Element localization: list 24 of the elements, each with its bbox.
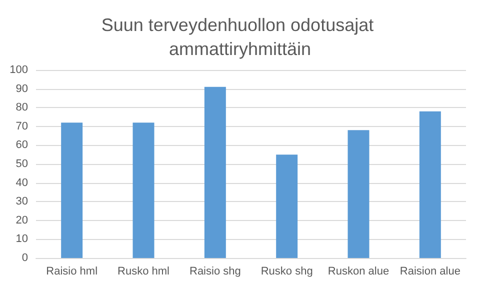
y-tick-label: 60 (16, 139, 28, 152)
x-tick-label: Ruskon alue (328, 266, 390, 278)
y-tick-label: 90 (16, 82, 28, 95)
bar (61, 122, 83, 258)
bar (276, 154, 298, 258)
x-tick-label: Raisio shg (189, 266, 241, 278)
y-tick-label: 50 (16, 158, 28, 170)
bar (348, 130, 370, 258)
y-tick-label: 20 (16, 214, 28, 226)
bar (419, 111, 441, 258)
y-tick-label: 30 (16, 196, 28, 208)
y-tick-label: 70 (16, 120, 28, 132)
bar (204, 86, 226, 258)
y-tick-label: 10 (16, 233, 28, 246)
bar (132, 122, 154, 258)
x-tick-label: Rusko shg (260, 266, 313, 278)
y-tick-label: 100 (10, 64, 28, 76)
y-tick-label: 80 (16, 102, 28, 114)
y-tick-label: 40 (16, 176, 28, 189)
x-tick-label: Rusko hml (118, 266, 170, 278)
chart-title: Suun terveydenhuollon odotusajat ammattiryhmittäin (101, 15, 379, 59)
x-tick-label: Raision alue (400, 266, 460, 278)
x-tick-label: Raisio hml (46, 266, 98, 278)
y-tick-label: 0 (22, 252, 28, 264)
